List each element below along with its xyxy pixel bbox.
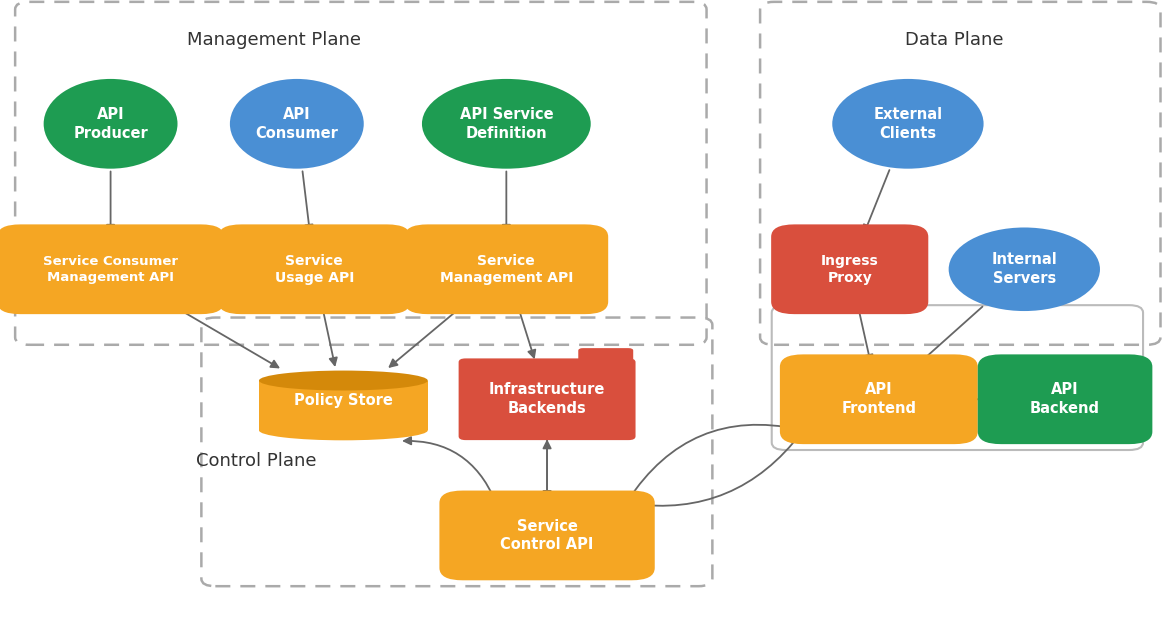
FancyBboxPatch shape: [579, 348, 633, 366]
FancyBboxPatch shape: [0, 225, 223, 314]
Text: Ingress
Proxy: Ingress Proxy: [821, 254, 879, 285]
Text: API Service
Definition: API Service Definition: [460, 107, 553, 141]
Ellipse shape: [949, 227, 1100, 311]
Text: External
Clients: External Clients: [873, 107, 943, 141]
Text: API
Producer: API Producer: [73, 107, 148, 141]
Text: Control Plane: Control Plane: [196, 452, 317, 470]
Text: Service
Management API: Service Management API: [440, 254, 573, 285]
FancyBboxPatch shape: [405, 225, 608, 314]
Ellipse shape: [258, 371, 428, 391]
Text: Management Plane: Management Plane: [186, 31, 361, 49]
FancyBboxPatch shape: [771, 225, 929, 314]
FancyBboxPatch shape: [439, 490, 654, 581]
FancyBboxPatch shape: [459, 358, 636, 440]
Ellipse shape: [258, 420, 428, 440]
Text: Service
Usage API: Service Usage API: [275, 254, 354, 285]
Ellipse shape: [43, 79, 177, 168]
Text: Policy Store: Policy Store: [294, 393, 392, 408]
Text: API
Backend: API Backend: [1030, 383, 1100, 416]
FancyBboxPatch shape: [978, 354, 1152, 444]
Ellipse shape: [832, 79, 984, 168]
Text: Data Plane: Data Plane: [906, 31, 1003, 49]
Text: Service Consumer
Management API: Service Consumer Management API: [43, 255, 178, 284]
Text: Internal
Servers: Internal Servers: [992, 253, 1057, 286]
FancyBboxPatch shape: [219, 225, 411, 314]
Text: Infrastructure
Backends: Infrastructure Backends: [489, 383, 605, 416]
Ellipse shape: [229, 79, 363, 168]
Bar: [258, 381, 427, 430]
FancyBboxPatch shape: [780, 354, 978, 444]
Text: Service
Control API: Service Control API: [501, 519, 594, 552]
Text: API
Frontend: API Frontend: [842, 383, 916, 416]
Text: API
Consumer: API Consumer: [255, 107, 339, 141]
Ellipse shape: [421, 79, 590, 168]
